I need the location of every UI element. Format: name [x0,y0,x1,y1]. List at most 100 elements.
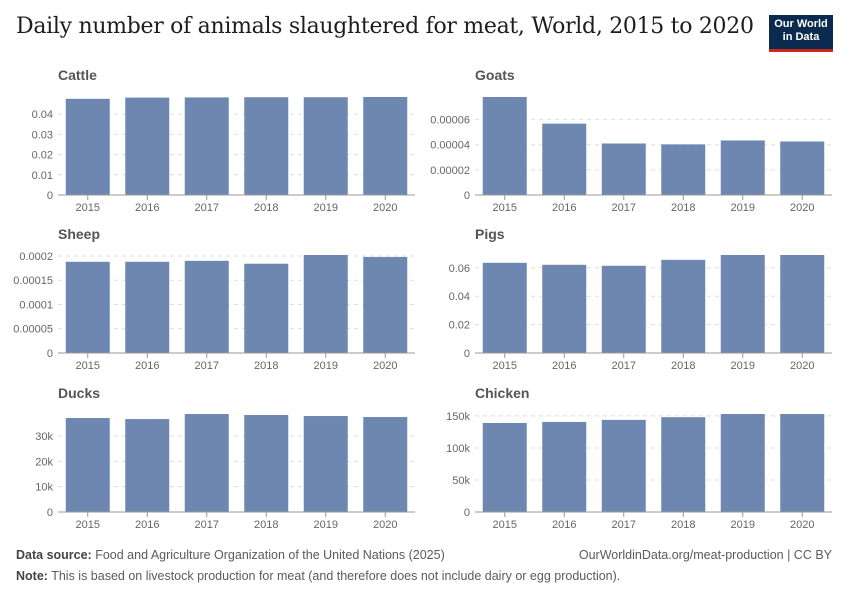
x-tick-label: 2017 [612,202,636,214]
panel-title: Sheep [58,226,100,242]
y-tick-label: 0.02 [32,150,53,162]
y-tick-label: 0.0001 [19,299,53,311]
x-tick-label: 2019 [731,519,755,531]
bar-2016[interactable] [542,123,587,195]
y-tick-label: 0.0002 [19,251,53,263]
bar-2017[interactable] [601,265,646,353]
panel-sheep: Sheep 0 0.00005 0.0001 0.00015 0.0002 2015 2016… [13,226,415,372]
bar-2017[interactable] [184,414,229,512]
y-tick-label: 0 [47,348,53,360]
bar-2019[interactable] [303,416,348,512]
panel-title: Cattle [58,67,97,83]
x-tick-label: 2016 [552,519,576,531]
bar-2015[interactable] [65,261,110,353]
x-tick-label: 2019 [314,360,338,372]
source-label: Data source: [16,548,92,562]
bar-2019[interactable] [720,414,765,512]
bar-2018[interactable] [661,259,706,353]
y-tick-label: 0 [464,348,470,360]
bar-2020[interactable] [780,414,825,512]
x-tick-label: 2018 [254,360,278,372]
x-tick-label: 2016 [552,360,576,372]
x-tick-label: 2016 [135,202,159,214]
x-tick-label: 2016 [552,202,576,214]
x-tick-label: 2017 [195,360,219,372]
bar-2017[interactable] [601,419,646,512]
y-tick-label: 0.00015 [13,275,53,287]
y-tick-label: 0 [47,190,53,202]
bar-2018[interactable] [244,263,289,353]
bar-2017[interactable] [184,260,229,353]
bar-2015[interactable] [482,97,527,195]
x-tick-label: 2017 [195,202,219,214]
x-tick-label: 2015 [76,519,100,531]
panel-title: Pigs [475,226,505,242]
panel-title: Ducks [58,385,100,401]
panel-chicken: Chicken 0 50k 100k 150k 2015 2016 2017 2018 2019 2… [446,385,832,531]
bar-2015[interactable] [65,98,110,195]
bar-2015[interactable] [482,422,527,512]
x-tick-label: 2019 [314,202,338,214]
x-tick-label: 2015 [76,360,100,372]
x-tick-label: 2017 [612,360,636,372]
panel-cattle: Cattle 0 0.01 0.02 0.03 0.04 2015 2016 2017 2018 2… [32,67,415,214]
bar-2019[interactable] [303,255,348,353]
y-tick-label: 0.00006 [430,115,470,127]
y-tick-label: 150k [446,411,470,423]
x-tick-label: 2017 [195,519,219,531]
source-url-link[interactable]: OurWorldinData.org/meat-production | CC … [578,548,832,562]
bar-2015[interactable] [482,262,527,353]
owid-logo[interactable]: Our World in Data [769,15,833,52]
y-tick-label: 0.06 [449,263,470,275]
bar-2016[interactable] [125,97,170,195]
bar-2019[interactable] [303,97,348,195]
x-tick-label: 2015 [493,519,517,531]
bar-2020[interactable] [363,417,408,512]
bar-2018[interactable] [661,144,706,195]
x-tick-label: 2020 [790,360,814,372]
bar-2020[interactable] [363,256,408,353]
bar-2016[interactable] [125,419,170,512]
x-tick-label: 2015 [493,360,517,372]
note-label: Note: [16,569,48,583]
bar-2017[interactable] [184,97,229,195]
x-tick-label: 2018 [671,202,695,214]
bar-2019[interactable] [720,140,765,195]
bar-2017[interactable] [601,143,646,195]
y-tick-label: 30k [35,431,53,443]
x-tick-label: 2019 [314,519,338,531]
bar-2019[interactable] [720,255,765,353]
x-tick-label: 2015 [493,202,517,214]
x-tick-label: 2019 [731,360,755,372]
bar-2016[interactable] [542,264,587,353]
panel-pigs: Pigs 0 0.02 0.04 0.06 2015 2016 2017 2018 2019 202… [449,226,832,372]
y-tick-label: 0.00002 [430,165,470,177]
bar-2016[interactable] [125,261,170,353]
x-tick-label: 2018 [671,519,695,531]
bar-2018[interactable] [661,417,706,512]
bar-2018[interactable] [244,97,289,195]
bar-2015[interactable] [65,418,110,512]
data-source: Data source: Food and Agriculture Organi… [16,548,445,562]
panel-ducks: Ducks 0 10k 20k 30k 2015 2016 2017 2018 2019 2020 [35,385,415,531]
y-tick-label: 100k [446,443,470,455]
bar-2020[interactable] [780,255,825,353]
bar-2020[interactable] [780,141,825,195]
bar-2018[interactable] [244,415,289,512]
y-tick-label: 0.04 [449,291,470,303]
y-tick-label: 20k [35,456,53,468]
chart-title: Daily number of animals slaughtered for … [16,14,754,39]
bar-2016[interactable] [542,421,587,512]
y-tick-label: 0.00004 [430,140,470,152]
panel-title: Chicken [475,385,529,401]
y-tick-label: 0.00005 [13,324,53,336]
y-tick-label: 0.02 [449,320,470,332]
y-tick-label: 0 [47,507,53,519]
x-tick-label: 2020 [373,519,397,531]
bar-2020[interactable] [363,97,408,195]
x-tick-label: 2018 [254,202,278,214]
x-tick-label: 2016 [135,519,159,531]
y-tick-label: 10k [35,482,53,494]
